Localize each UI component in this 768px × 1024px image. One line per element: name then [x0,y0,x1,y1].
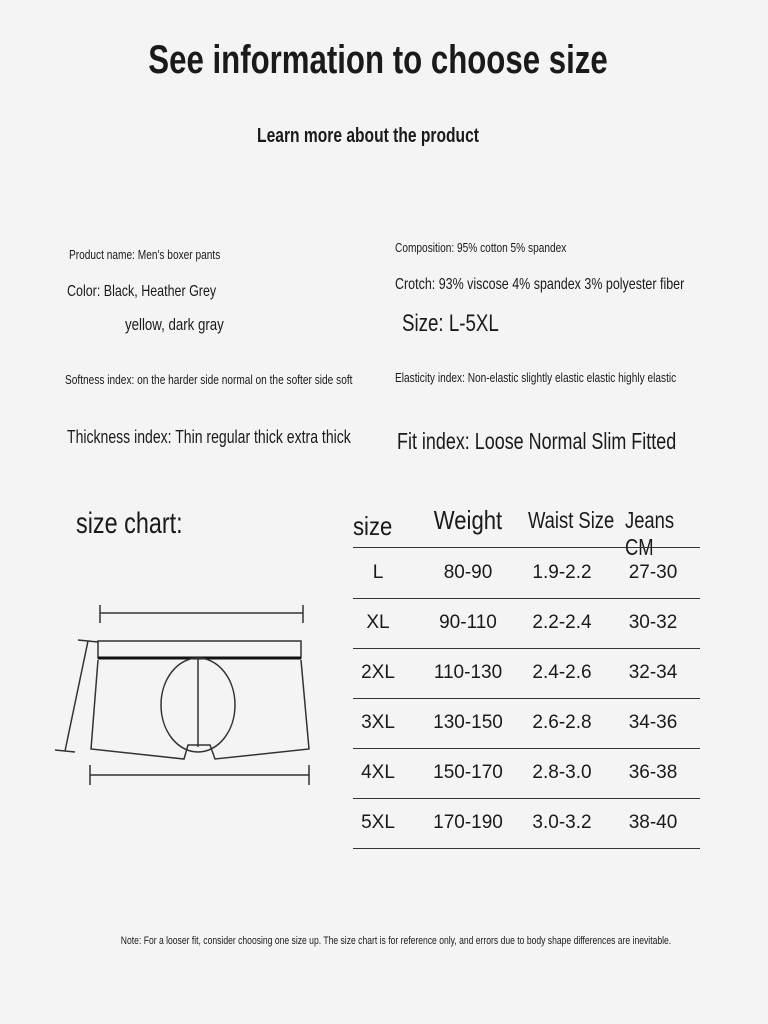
softness-index: Softness index: on the harder side norma… [65,372,353,387]
cell-jeans: 38-40 [628,812,678,833]
elasticity-index: Elasticity index: Non-elastic slightly e… [395,370,677,385]
cell-waist: 2.2-2.4 [532,612,592,633]
cell-jeans: 30-32 [628,612,678,633]
table-row: L 80-90 1.9-2.2 27-30 [353,548,700,599]
cell-waist: 1.9-2.2 [532,562,592,583]
color-line-2: yellow, dark gray [125,315,224,334]
boxer-measurement-diagram [54,605,310,785]
color-line-1: Color: Black, Heather Grey [67,283,217,300]
cell-size: L [372,562,384,583]
cell-size: 4XL [361,762,395,783]
header-size: size [353,511,393,541]
page-subtitle: Learn more about the product [257,125,479,147]
table-row: 2XL 110-130 2.4-2.6 32-34 [353,648,700,699]
size-note: Note: For a looser fit, consider choosin… [120,935,672,947]
cell-weight: 130-150 [433,712,503,733]
cell-size: 3XL [361,712,395,733]
thickness-index: Thickness index: Thin regular thick extr… [67,427,351,447]
crotch: Crotch: 93% viscose 4% spandex 3% polyes… [395,276,685,293]
table-row: XL 90-110 2.2-2.4 30-32 [353,598,700,649]
fit-index: Fit index: Loose Normal Slim Fitted [397,428,677,454]
cell-jeans: 36-38 [628,762,678,783]
cell-weight: 170-190 [433,812,503,833]
size-range: Size: L-5XL [402,310,499,337]
cell-waist: 2.8-3.0 [532,762,592,783]
header-waist-size: Waist Size [528,507,615,533]
page-title: See information to choose size [148,38,608,82]
header-divider [353,547,700,548]
cell-waist: 3.0-3.2 [532,812,592,833]
cell-size: 2XL [361,662,395,683]
cell-weight: 110-130 [433,662,503,683]
cell-weight: 150-170 [433,762,503,783]
table-row: 4XL 150-170 2.8-3.0 36-38 [353,748,700,799]
cell-waist: 2.6-2.8 [532,712,592,733]
cell-weight: 80-90 [443,562,493,583]
table-row: 5XL 170-190 3.0-3.2 38-40 [353,798,700,849]
cell-jeans: 34-36 [628,712,678,733]
cell-jeans: 32-34 [628,662,678,683]
cell-weight: 90-110 [439,612,497,633]
composition: Composition: 95% cotton 5% spandex [395,240,567,255]
cell-waist: 2.4-2.6 [532,662,592,683]
size-chart-label: size chart: [76,507,183,540]
cell-jeans: 27-30 [628,562,678,583]
table-row: 3XL 130-150 2.6-2.8 34-36 [353,698,700,749]
header-weight: Weight [433,505,503,535]
cell-size: 5XL [361,812,395,833]
cell-size: XL [366,612,390,633]
product-name: Product name: Men's boxer pants [69,247,221,262]
